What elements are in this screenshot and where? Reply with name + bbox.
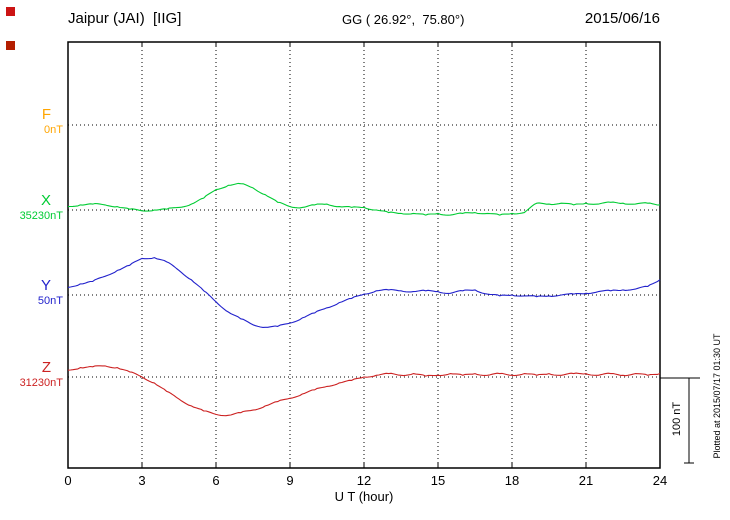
- trace-X: [67, 182, 661, 216]
- x-tick-label-3: 3: [138, 473, 145, 488]
- x-tick-label-9: 9: [286, 473, 293, 488]
- component-label-x: X 35230nT: [0, 192, 63, 222]
- component-label-z: Z 31230nT: [0, 359, 63, 389]
- x-tick-label-12: 12: [357, 473, 371, 488]
- x-tick-label-24: 24: [653, 473, 667, 488]
- trace-Z: [67, 365, 661, 417]
- component-letter-z: Z: [41, 359, 51, 376]
- component-letter-x: X: [40, 192, 51, 209]
- x-tick-label-0: 0: [64, 473, 71, 488]
- x-axis-title: U T (hour): [334, 489, 394, 504]
- plot-date: 2015/06/16: [584, 10, 660, 27]
- trace-Y: [67, 257, 661, 328]
- component-baseline-f: 0nT: [44, 123, 63, 136]
- component-baseline-x: 35230nT: [19, 209, 63, 222]
- component-baseline-z: 31230nT: [19, 376, 63, 389]
- scale-bar-label: 100 nT: [671, 401, 683, 437]
- geographic-coords: GG ( 26.92°, 75.80°): [342, 12, 465, 27]
- plot-frame: [67, 41, 661, 469]
- red-marker-top: [6, 7, 15, 16]
- x-tick-label-6: 6: [212, 473, 219, 488]
- red-marker-left: [6, 41, 15, 50]
- x-tick-label-15: 15: [431, 473, 445, 488]
- component-label-y: Y 50nT: [0, 277, 63, 307]
- component-label-f: F 0nT: [0, 106, 63, 136]
- component-baseline-y: 50nT: [37, 294, 63, 307]
- plotted-at-note: Plotted at 2015/07/17 01:30 UT: [712, 333, 722, 459]
- component-letter-f: F: [41, 106, 51, 123]
- x-tick-label-18: 18: [505, 473, 519, 488]
- station-title: Jaipur (JAI) [IIG]: [68, 10, 182, 27]
- component-letter-y: Y: [40, 277, 51, 294]
- x-tick-label-21: 21: [579, 473, 593, 488]
